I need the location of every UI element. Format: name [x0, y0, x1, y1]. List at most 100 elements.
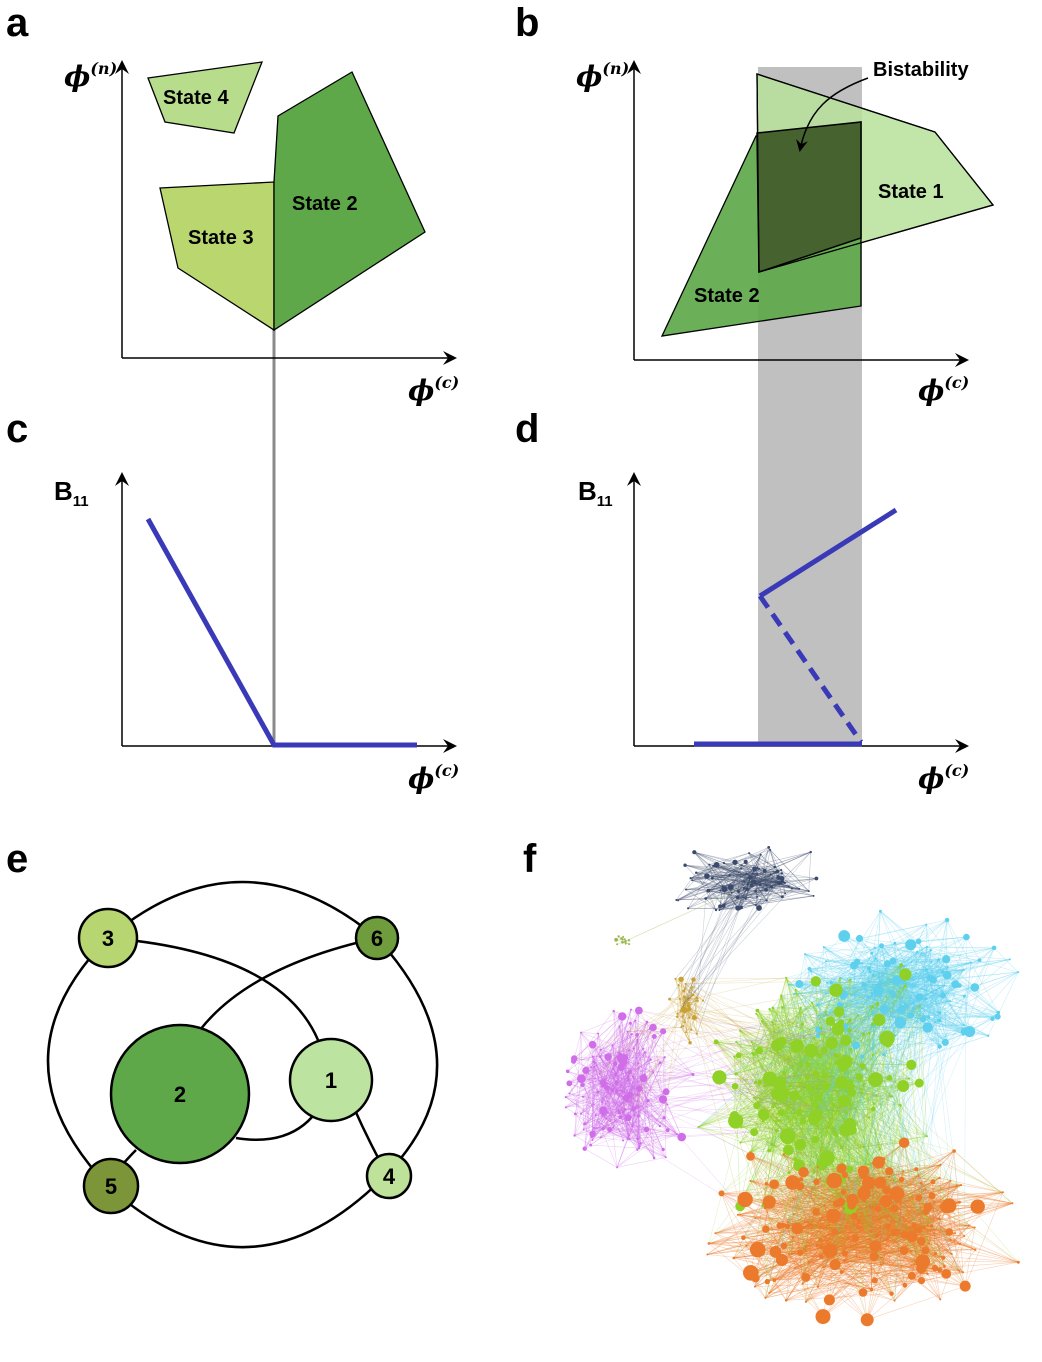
- network-edge: [619, 1088, 640, 1113]
- network-edge: [581, 1021, 648, 1079]
- network-edge: [755, 870, 765, 892]
- network-edge: [708, 876, 752, 891]
- network-edge: [719, 1077, 815, 1173]
- label-state-3: State 3: [188, 227, 254, 249]
- network-edge: [582, 1084, 610, 1130]
- network-edge: [696, 872, 751, 878]
- network-edge: [683, 1000, 698, 1005]
- network-edge: [627, 1117, 641, 1147]
- network-edge: [580, 1016, 623, 1033]
- network-edge: [690, 877, 785, 884]
- network-edge: [595, 1114, 682, 1138]
- network-edge: [820, 1027, 845, 1122]
- network-edge: [678, 984, 684, 1027]
- network-edge: [766, 878, 817, 886]
- network-edge: [678, 984, 683, 1017]
- network-edge: [861, 963, 899, 969]
- network-edge: [750, 868, 760, 878]
- network-edge: [600, 1130, 646, 1138]
- network-edge: [893, 966, 948, 996]
- network-edge: [690, 877, 725, 890]
- network-edge: [881, 945, 893, 993]
- network-edge: [594, 1061, 616, 1064]
- network-edge: [669, 998, 691, 1043]
- network-edge: [677, 865, 742, 901]
- panel-b-y-label: ϕ(n): [576, 59, 629, 93]
- network-edge: [892, 946, 928, 962]
- network-edge: [862, 986, 906, 1067]
- network-edge: [600, 1117, 665, 1138]
- network-edge: [584, 1066, 595, 1149]
- network-edge: [836, 1055, 865, 1148]
- panel-d: d B11 ϕ(c): [515, 407, 969, 795]
- network-edge: [612, 1063, 616, 1091]
- network-edge: [867, 1042, 889, 1154]
- network-edge: [926, 970, 940, 1047]
- network-edge: [831, 968, 886, 983]
- network-edge: [612, 1045, 616, 1064]
- network-edge: [685, 983, 704, 1001]
- network-edge: [613, 1010, 630, 1051]
- network-edge: [826, 958, 876, 962]
- network-edge: [639, 1104, 668, 1147]
- network-edge: [736, 1041, 860, 1078]
- network-edge: [607, 1009, 632, 1090]
- network-edge: [785, 1024, 873, 1106]
- network-edge: [605, 1086, 678, 1135]
- network-edge: [599, 1056, 639, 1117]
- network-edge: [837, 1005, 902, 1010]
- network-edge: [719, 895, 814, 911]
- network-edge: [574, 1118, 607, 1136]
- network-edge: [853, 965, 857, 1046]
- network-edge: [753, 1054, 851, 1083]
- network-edge: [928, 1017, 940, 1047]
- network-edge: [808, 1074, 817, 1120]
- network-edge: [591, 1033, 599, 1137]
- network-edge: [781, 878, 800, 890]
- network-edge: [695, 872, 717, 911]
- network-edge: [768, 1084, 831, 1151]
- network-edge: [810, 947, 876, 972]
- network-edge: [857, 961, 899, 969]
- network-edge: [584, 1073, 600, 1149]
- network-edge: [941, 971, 943, 997]
- network-edge: [679, 997, 697, 1000]
- network-edge: [567, 1071, 607, 1087]
- network-edge: [722, 878, 817, 887]
- network-edge: [628, 1022, 648, 1081]
- network-edge: [602, 1027, 654, 1129]
- network-edge: [632, 1100, 649, 1127]
- network-edge: [823, 1005, 839, 1017]
- network-edge: [776, 1032, 870, 1042]
- network-edge: [581, 1078, 625, 1110]
- network-edge: [878, 946, 928, 974]
- network-edge: [715, 877, 779, 911]
- network-edge: [622, 1062, 638, 1101]
- network-edge: [687, 861, 746, 909]
- network-edge: [810, 958, 947, 972]
- network-edge: [769, 1006, 873, 1010]
- network-edge: [793, 1108, 856, 1114]
- network-edge: [723, 862, 817, 879]
- network-edge: [637, 1039, 655, 1158]
- network-edge: [799, 924, 927, 985]
- network-edge: [616, 1072, 654, 1168]
- network-edge: [916, 946, 928, 1022]
- network-edge: [890, 978, 948, 1044]
- network-edge: [705, 867, 758, 899]
- network-edge: [925, 998, 989, 1036]
- network-edge: [854, 1054, 873, 1071]
- network-edge: [729, 874, 785, 884]
- network-edge: [583, 1100, 638, 1130]
- network-edge: [763, 1130, 778, 1206]
- network-edge: [915, 972, 942, 997]
- network-edge: [781, 878, 800, 890]
- network-edge: [902, 959, 1010, 982]
- network-edge: [597, 1091, 625, 1110]
- network-edge: [693, 979, 697, 999]
- network-edge: [592, 1009, 632, 1134]
- network-edge: [603, 1128, 682, 1138]
- network-edge: [818, 919, 948, 1017]
- network-edge: [740, 1124, 850, 1143]
- network-edge: [905, 974, 920, 1084]
